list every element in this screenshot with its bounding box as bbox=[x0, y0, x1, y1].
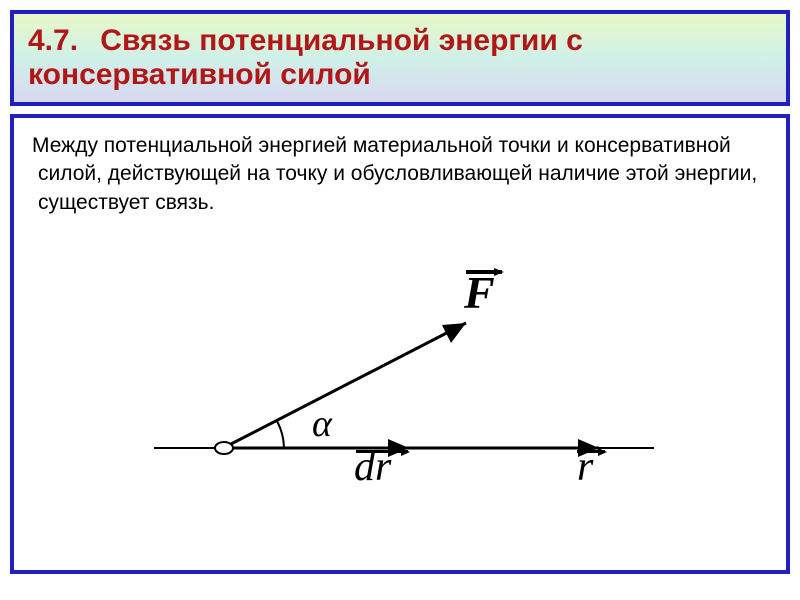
content-panel: Между потенциальной энергией материально… bbox=[10, 114, 790, 574]
label-alpha: α bbox=[312, 402, 332, 446]
label-F: F bbox=[464, 270, 500, 319]
title-panel: 4.7. Связь потенциальной энергии с консе… bbox=[10, 10, 790, 106]
f-vector-line bbox=[231, 323, 466, 444]
section-number: 4.7. bbox=[28, 24, 78, 57]
body-paragraph: Между потенциальной энергией материально… bbox=[32, 132, 768, 217]
angle-arc bbox=[277, 421, 284, 448]
origin-marker bbox=[215, 442, 233, 454]
label-r: r bbox=[577, 450, 605, 491]
vector-diagram: F α dr r bbox=[154, 278, 654, 528]
label-dr: dr bbox=[354, 450, 406, 491]
section-title: Связь потенциальной энергии с консервати… bbox=[28, 24, 583, 91]
